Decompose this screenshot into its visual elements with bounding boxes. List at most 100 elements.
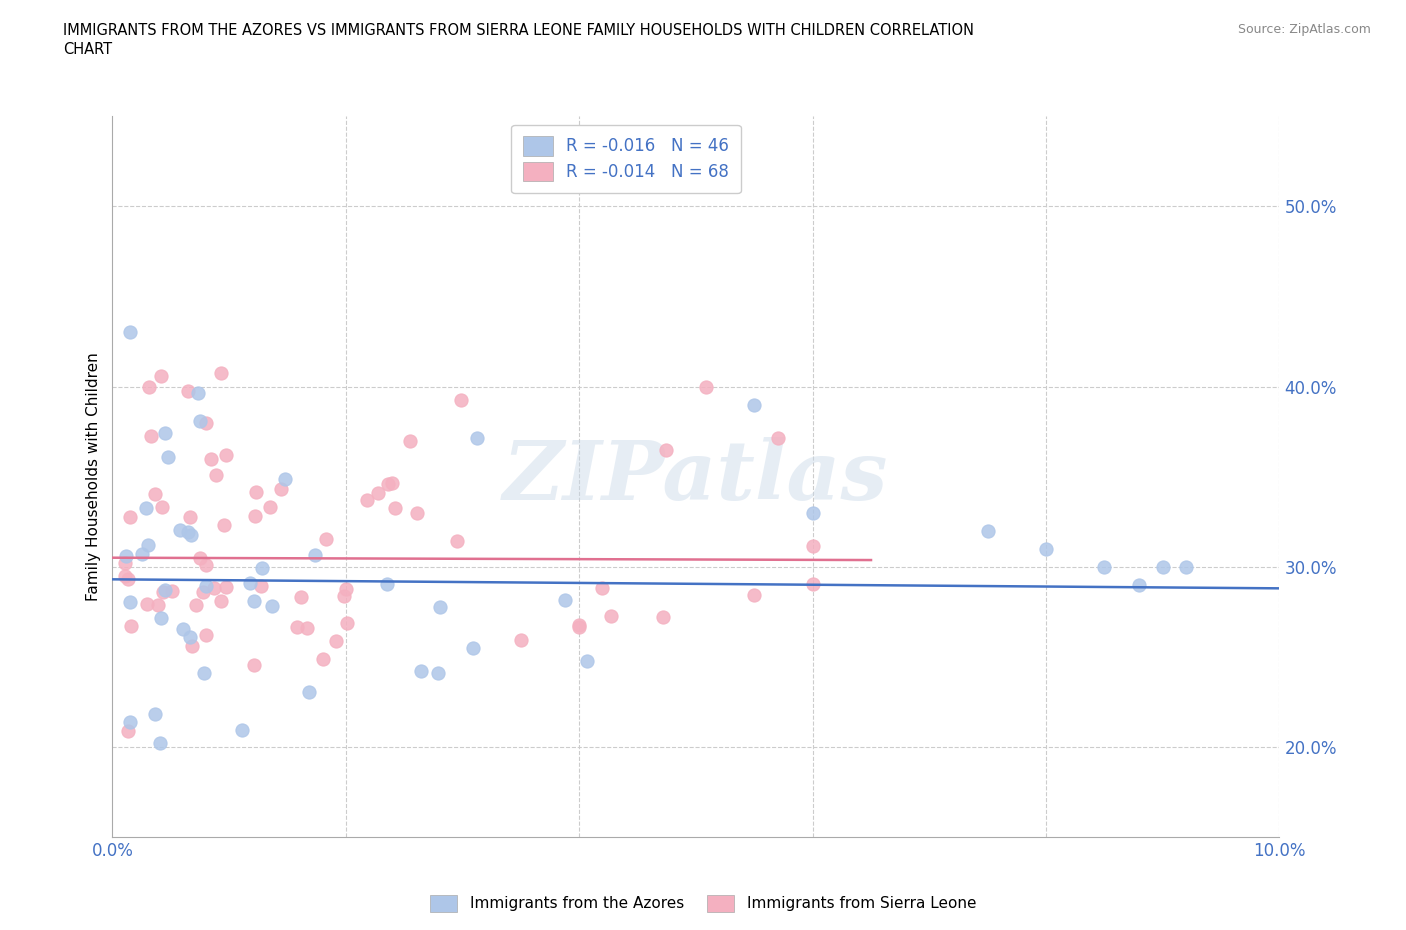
Point bbox=[177, 384, 200, 399]
Point bbox=[152, 585, 174, 600]
Point bbox=[194, 415, 217, 430]
Point bbox=[575, 654, 598, 669]
Point bbox=[446, 534, 468, 549]
Point bbox=[120, 510, 142, 525]
Point bbox=[695, 379, 717, 394]
Point bbox=[179, 510, 201, 525]
Point bbox=[333, 589, 356, 604]
Point bbox=[1175, 559, 1198, 574]
Point bbox=[118, 595, 141, 610]
Point bbox=[153, 425, 176, 440]
Point bbox=[146, 597, 169, 612]
Point bbox=[131, 547, 153, 562]
Point bbox=[742, 397, 765, 412]
Point bbox=[145, 486, 167, 501]
Point bbox=[180, 527, 202, 542]
Point bbox=[193, 666, 215, 681]
Point bbox=[120, 618, 142, 633]
Point bbox=[149, 368, 172, 383]
Point bbox=[367, 485, 389, 500]
Text: ZIPatlas: ZIPatlas bbox=[503, 436, 889, 517]
Point bbox=[194, 579, 217, 594]
Point bbox=[194, 627, 217, 642]
Point bbox=[262, 598, 284, 613]
Text: CHART: CHART bbox=[63, 42, 112, 57]
Point bbox=[160, 584, 183, 599]
Point bbox=[554, 592, 576, 607]
Point bbox=[311, 651, 333, 666]
Point bbox=[336, 616, 359, 631]
Point bbox=[179, 630, 201, 644]
Point bbox=[231, 723, 253, 737]
Point bbox=[180, 639, 202, 654]
Point bbox=[191, 584, 214, 599]
Point bbox=[136, 596, 159, 611]
Point bbox=[465, 431, 488, 445]
Point bbox=[215, 579, 238, 594]
Point bbox=[188, 551, 211, 565]
Point bbox=[239, 576, 262, 591]
Point bbox=[450, 392, 472, 407]
Point bbox=[384, 501, 406, 516]
Point bbox=[1128, 578, 1150, 592]
Point bbox=[591, 580, 613, 595]
Point bbox=[202, 580, 225, 595]
Point bbox=[509, 632, 531, 647]
Point bbox=[138, 379, 160, 394]
Point bbox=[315, 532, 337, 547]
Point bbox=[243, 658, 266, 672]
Point bbox=[243, 593, 266, 608]
Point bbox=[194, 558, 217, 573]
Point bbox=[801, 577, 824, 591]
Point bbox=[1035, 541, 1057, 556]
Point bbox=[177, 525, 200, 539]
Point bbox=[149, 736, 172, 751]
Point bbox=[136, 538, 159, 552]
Point bbox=[976, 524, 998, 538]
Point bbox=[411, 664, 433, 679]
Point bbox=[429, 599, 451, 614]
Point bbox=[184, 598, 207, 613]
Point bbox=[335, 581, 357, 596]
Point bbox=[117, 571, 139, 586]
Point bbox=[461, 641, 484, 656]
Point bbox=[652, 609, 675, 624]
Point bbox=[399, 433, 422, 448]
Point bbox=[655, 442, 678, 457]
Point bbox=[205, 467, 228, 482]
Point bbox=[250, 560, 273, 575]
Point bbox=[150, 611, 173, 626]
Point bbox=[377, 477, 399, 492]
Point bbox=[214, 447, 236, 462]
Point bbox=[212, 518, 235, 533]
Point bbox=[801, 505, 824, 520]
Point bbox=[270, 481, 292, 496]
Point bbox=[1094, 559, 1116, 574]
Point bbox=[172, 622, 194, 637]
Point bbox=[600, 609, 623, 624]
Point bbox=[766, 431, 789, 445]
Point bbox=[375, 577, 398, 591]
Point bbox=[143, 707, 166, 722]
Point bbox=[188, 413, 211, 428]
Point bbox=[150, 499, 173, 514]
Point bbox=[187, 386, 209, 401]
Point bbox=[243, 509, 266, 524]
Point bbox=[157, 450, 180, 465]
Point bbox=[135, 500, 157, 515]
Point bbox=[381, 475, 404, 490]
Point bbox=[304, 548, 326, 563]
Legend: R = -0.016   N = 46, R = -0.014   N = 68: R = -0.016 N = 46, R = -0.014 N = 68 bbox=[512, 125, 741, 193]
Point bbox=[139, 429, 162, 444]
Legend: Immigrants from the Azores, Immigrants from Sierra Leone: Immigrants from the Azores, Immigrants f… bbox=[423, 889, 983, 918]
Point bbox=[356, 493, 378, 508]
Point bbox=[405, 505, 427, 520]
Point bbox=[209, 365, 232, 380]
Point bbox=[298, 684, 321, 699]
Point bbox=[114, 555, 136, 570]
Point bbox=[259, 499, 281, 514]
Point bbox=[801, 538, 824, 553]
Point bbox=[568, 619, 591, 634]
Point bbox=[285, 619, 308, 634]
Point bbox=[200, 451, 222, 466]
